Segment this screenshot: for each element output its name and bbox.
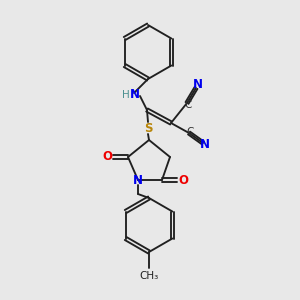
Text: N: N [133,173,143,187]
Text: O: O [178,173,188,187]
Text: C: C [184,100,192,110]
Text: C: C [186,127,194,137]
Text: H: H [122,90,130,100]
Text: N: N [130,88,140,101]
Text: N: N [200,137,210,151]
Text: N: N [193,79,203,92]
Text: CH₃: CH₃ [140,271,159,281]
Text: S: S [144,122,152,134]
Text: O: O [102,151,112,164]
